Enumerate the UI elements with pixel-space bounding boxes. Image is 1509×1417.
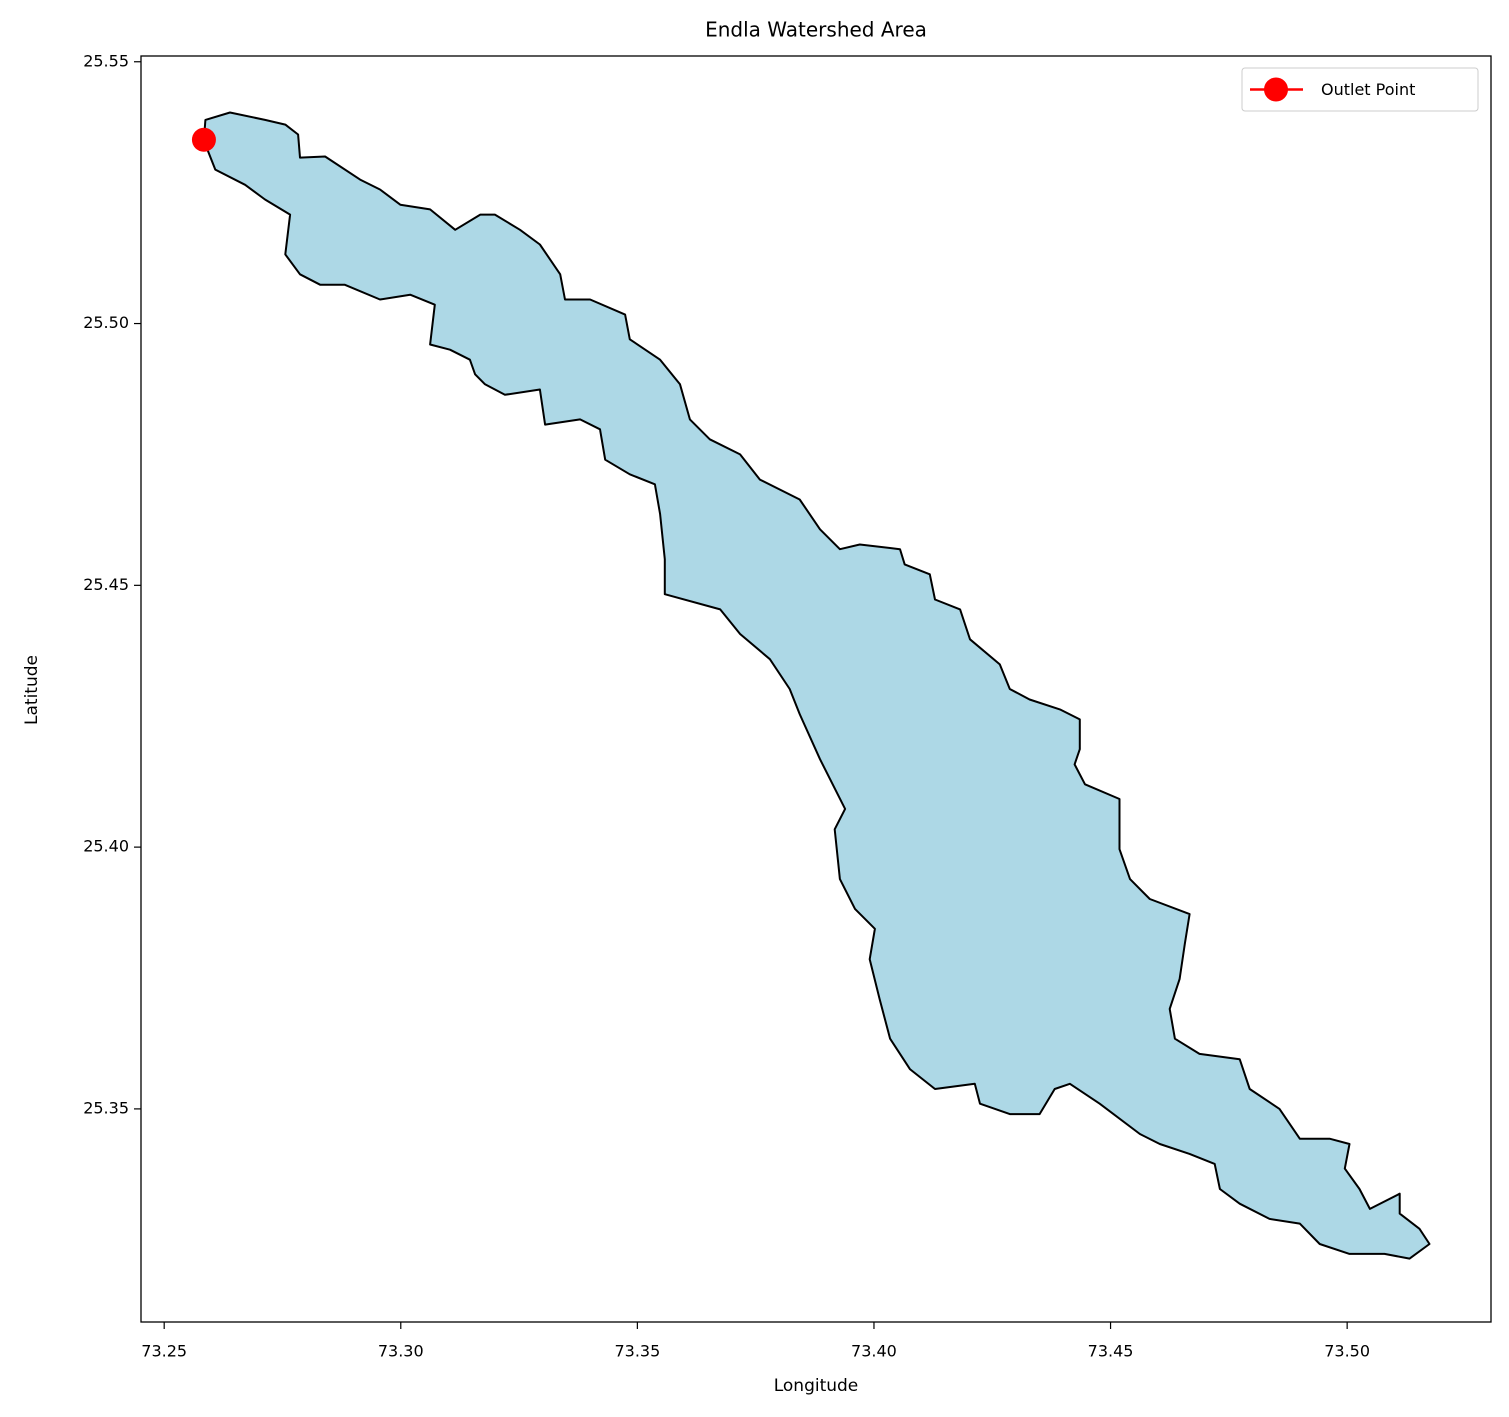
y-tick-label: 25.55 [83, 51, 129, 70]
chart-title: Endla Watershed Area [705, 18, 927, 42]
x-tick-label: 73.40 [851, 1342, 897, 1361]
y-tick-label: 25.50 [83, 313, 129, 332]
y-tick-label: 25.40 [83, 837, 129, 856]
plot-area [191, 111, 1431, 1260]
x-tick-label: 73.45 [1088, 1342, 1134, 1361]
legend-frame [1241, 67, 1479, 112]
x-tick-label: 73.50 [1324, 1342, 1370, 1361]
x-tick-label: 73.30 [378, 1342, 424, 1361]
watershed-boundary [202, 111, 1431, 1260]
y-axis-label: Latitude [22, 655, 42, 725]
x-axis-label: Longitude [774, 1376, 859, 1396]
x-tick-label: 73.25 [141, 1342, 187, 1361]
y-tick-label: 25.35 [83, 1098, 129, 1117]
outlet-point [191, 127, 216, 152]
axes-frame [140, 55, 1492, 1323]
legend-label: Outlet Point [1321, 80, 1415, 99]
x-tick-label: 73.35 [614, 1342, 660, 1361]
legend-swatch [1264, 77, 1288, 102]
legend: Outlet Point [1241, 67, 1479, 112]
y-tick-label: 25.45 [83, 575, 129, 594]
